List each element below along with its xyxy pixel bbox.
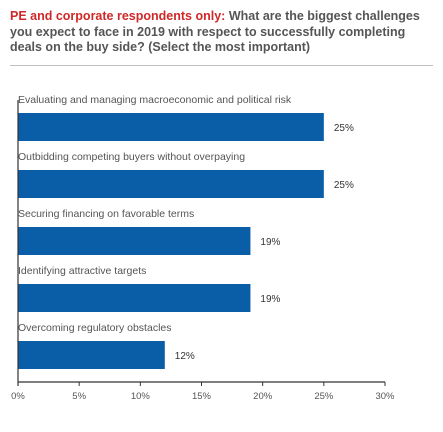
x-tick-label: 0% bbox=[11, 391, 25, 402]
x-tick-label: 5% bbox=[72, 391, 86, 402]
title-divider bbox=[10, 65, 433, 66]
bar bbox=[18, 113, 324, 141]
value-label: 12% bbox=[175, 351, 195, 362]
category-label: Outbidding competing buyers without over… bbox=[18, 151, 245, 163]
x-tick-label: 20% bbox=[253, 391, 273, 402]
category-label: Evaluating and managing macroeconomic an… bbox=[18, 94, 292, 106]
value-label: 25% bbox=[334, 123, 354, 134]
bar bbox=[18, 170, 324, 198]
category-label: Securing financing on favorable terms bbox=[18, 208, 194, 220]
chart-title-lead: PE and corporate respondents only: bbox=[10, 9, 226, 23]
bar bbox=[18, 284, 251, 312]
x-tick-label: 25% bbox=[314, 391, 334, 402]
x-tick-label: 10% bbox=[131, 391, 151, 402]
bar bbox=[18, 227, 251, 255]
value-label: 25% bbox=[334, 180, 354, 191]
category-label: Identifying attractive targets bbox=[18, 265, 146, 277]
bar bbox=[18, 341, 165, 369]
value-label: 19% bbox=[260, 237, 280, 248]
x-tick-label: 15% bbox=[192, 391, 212, 402]
value-label: 19% bbox=[260, 294, 280, 305]
category-label: Overcoming regulatory obstacles bbox=[18, 322, 172, 334]
chart-title-question: What are the biggest challenges you expe… bbox=[10, 9, 420, 54]
x-tick-label: 30% bbox=[375, 391, 395, 402]
chart-title: PE and corporate respondents only: What … bbox=[10, 9, 430, 56]
